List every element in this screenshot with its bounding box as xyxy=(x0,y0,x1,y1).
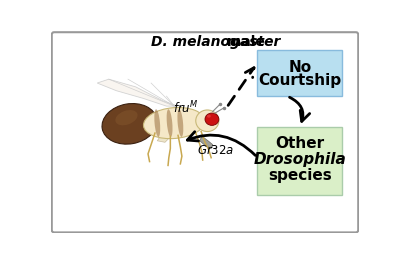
Polygon shape xyxy=(97,79,178,106)
FancyBboxPatch shape xyxy=(257,50,342,96)
Ellipse shape xyxy=(102,103,157,144)
Polygon shape xyxy=(157,123,178,142)
Ellipse shape xyxy=(205,113,219,125)
Text: $\it{Gr32a}$: $\it{Gr32a}$ xyxy=(197,144,235,156)
Ellipse shape xyxy=(154,109,160,137)
Text: $\it{fru}^{\it{M}}$: $\it{fru}^{\it{M}}$ xyxy=(173,100,199,117)
Ellipse shape xyxy=(178,109,183,137)
Text: Other: Other xyxy=(275,136,324,151)
Text: Courtship: Courtship xyxy=(258,73,341,88)
FancyBboxPatch shape xyxy=(52,32,358,232)
Ellipse shape xyxy=(144,107,205,139)
Text: No: No xyxy=(288,60,311,75)
Ellipse shape xyxy=(196,110,219,132)
Ellipse shape xyxy=(115,110,138,125)
Ellipse shape xyxy=(207,114,211,118)
Text: Drosophila: Drosophila xyxy=(253,152,346,167)
Polygon shape xyxy=(200,136,213,149)
Ellipse shape xyxy=(167,109,172,137)
FancyBboxPatch shape xyxy=(257,127,342,195)
Text: species: species xyxy=(268,168,332,183)
Text: male: male xyxy=(222,35,265,49)
Text: D. melanogaster: D. melanogaster xyxy=(151,35,280,49)
